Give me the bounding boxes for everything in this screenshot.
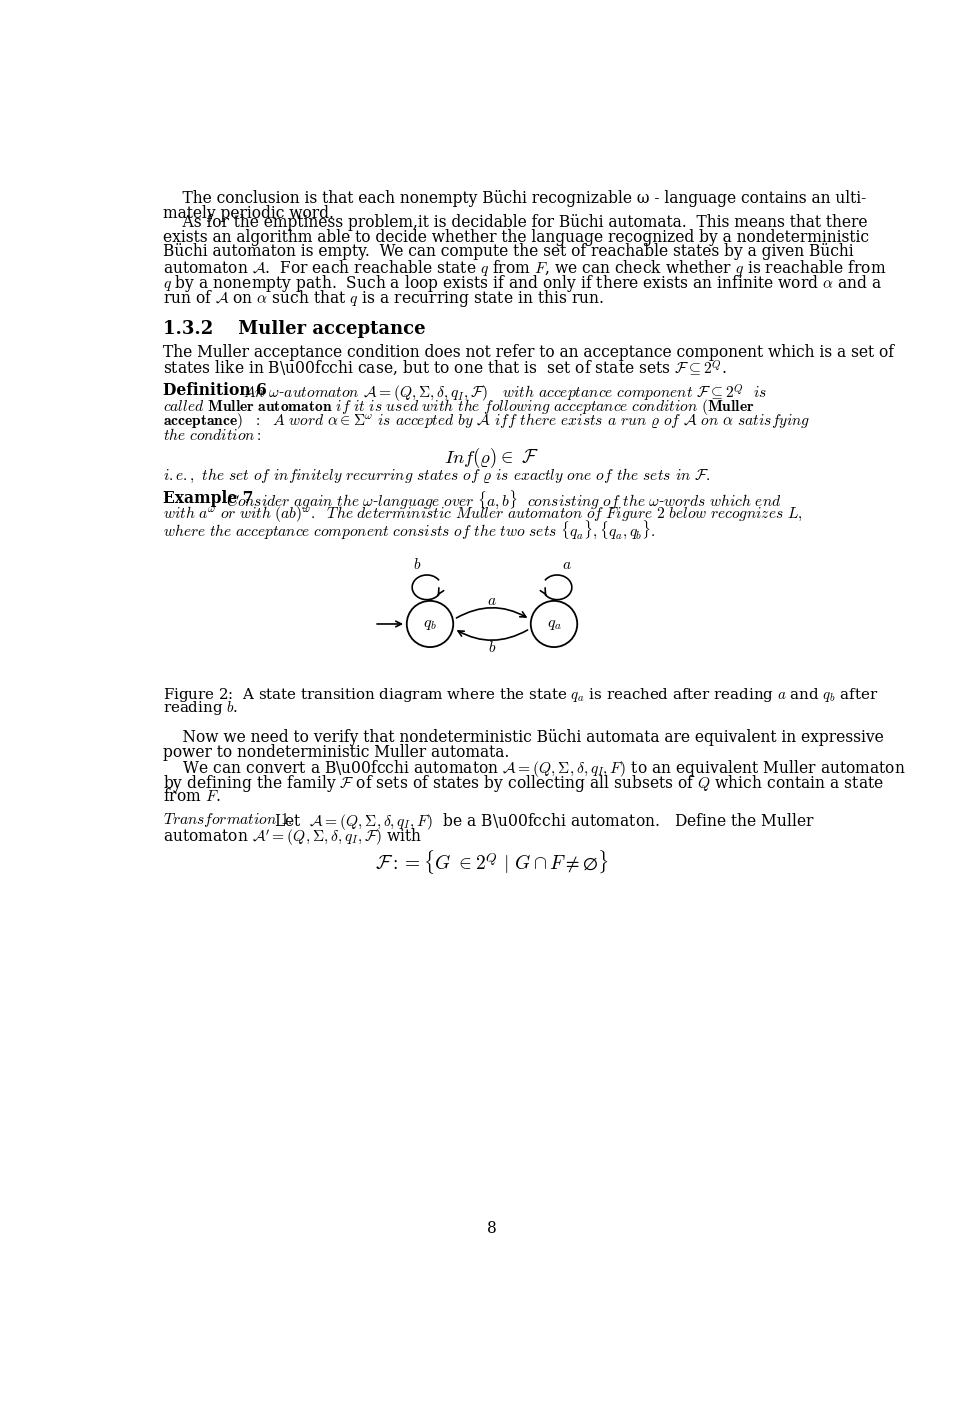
Text: $a$: $a$: [562, 558, 571, 572]
Text: $where\ the\ acceptance\ component\ consists\ of\ the\ two\ sets\ \{q_a\}, \{q_a: $where\ the\ acceptance\ component\ cons…: [162, 518, 656, 541]
Text: 8: 8: [487, 1221, 497, 1238]
Text: The Muller acceptance condition does not refer to an acceptance component which : The Muller acceptance condition does not…: [162, 344, 894, 361]
Text: $i.e.,$ $the$ $set$ $of$ $infinitely$ $recurring$ $states$ $of$ $\varrho$ $is$ $: $i.e.,$ $the$ $set$ $of$ $infinitely$ $r…: [162, 466, 710, 485]
Text: $called$ $\mathbf{Muller\ automaton}$ $if\ it\ is\ used\ with\ the\ following\ a: $called$ $\mathbf{Muller\ automaton}$ $i…: [162, 398, 755, 417]
Text: Definition 6: Definition 6: [162, 382, 267, 399]
Text: by defining the family $\mathcal{F}$ of sets of states by collecting all subsets: by defining the family $\mathcal{F}$ of …: [162, 773, 883, 794]
Text: automaton $\mathcal{A}' = (Q, \Sigma, \delta, q_I, \mathcal{F})$ with: automaton $\mathcal{A}' = (Q, \Sigma, \d…: [162, 826, 421, 847]
Text: $An$ $\omega$-$automaton$ $\mathcal{A} = (Q, \Sigma, \delta, q_I, \mathcal{F})$ : $An$ $\omega$-$automaton$ $\mathcal{A} =…: [243, 382, 767, 405]
Text: $the\ condition:$: $the\ condition:$: [162, 427, 261, 444]
Text: $\mathbf{acceptance})$  $:$  $A$ $word$ $\alpha \in \Sigma^\omega$ $is$ $accepte: $\mathbf{acceptance})$ $:$ $A$ $word$ $\…: [162, 412, 810, 431]
Text: The conclusion is that each nonempty Büchi recognizable ω - language contains an: The conclusion is that each nonempty Büc…: [162, 190, 866, 207]
Text: from $F$.: from $F$.: [162, 788, 220, 805]
Text: $with\ a^\omega\ or\ with\ (ab)^\omega.$  $The\ deterministic\ Muller\ automaton: $with\ a^\omega\ or\ with\ (ab)^\omega.$…: [162, 504, 803, 524]
Text: $q_a$: $q_a$: [546, 615, 562, 632]
Circle shape: [531, 601, 577, 648]
Text: $Consider\ again\ the\ \omega$-$language\ over\ \{a,b\}$  $consisting\ of\ the\ : $Consider\ again\ the\ \omega$-$language…: [227, 489, 781, 511]
Text: $q_b$: $q_b$: [423, 615, 437, 632]
Text: Example 7: Example 7: [162, 489, 253, 507]
Text: power to nondeterministic Muller automata.: power to nondeterministic Muller automat…: [162, 743, 509, 760]
Text: $q$ by a nonempty path.  Such a loop exists if and only if there exists an infin: $q$ by a nonempty path. Such a loop exis…: [162, 273, 882, 294]
Text: $a$: $a$: [487, 594, 497, 608]
Text: Figure 2:  A state transition diagram where the state $q_a$ is reached after rea: Figure 2: A state transition diagram whe…: [162, 686, 877, 704]
Text: As for the emptiness problem,it is decidable for Büchi automata.  This means tha: As for the emptiness problem,it is decid…: [162, 214, 867, 230]
Text: $b$: $b$: [488, 639, 496, 655]
Text: reading $b$.: reading $b$.: [162, 700, 238, 718]
Text: $b$: $b$: [414, 556, 421, 572]
Text: states like in B\u00fcchi case, but to one that is  set of state sets $\mathcal{: states like in B\u00fcchi case, but to o…: [162, 358, 727, 378]
Text: 1.3.2    Muller acceptance: 1.3.2 Muller acceptance: [162, 320, 425, 339]
Text: $Transformation\ 1.$: $Transformation\ 1.$: [162, 811, 293, 829]
Text: We can convert a B\u00fcchi automaton $\mathcal{A} = (Q, \Sigma, \delta, q_I, F): We can convert a B\u00fcchi automaton $\…: [162, 759, 905, 780]
Text: Büchi automaton is empty.  We can compute the set of reachable states by a given: Büchi automaton is empty. We can compute…: [162, 243, 853, 260]
Text: mately periodic word.: mately periodic word.: [162, 205, 334, 222]
Text: exists an algorithm able to decide whether the language recognized by a nondeter: exists an algorithm able to decide wheth…: [162, 229, 869, 246]
Text: $Inf(\varrho) \in\ \mathcal{F}$: $Inf(\varrho) \in\ \mathcal{F}$: [444, 445, 540, 471]
Circle shape: [407, 601, 453, 648]
Text: automaton $\mathcal{A}$.  For each reachable state $q$ from $F$, we can check wh: automaton $\mathcal{A}$. For each reacha…: [162, 259, 886, 278]
Text: $\mathcal{F} := \{G\ \in 2^Q\ |\ G \cap F \neq \varnothing\}$: $\mathcal{F} := \{G\ \in 2^Q\ |\ G \cap …: [375, 847, 609, 875]
Text: run of $\mathcal{A}$ on $\alpha$ such that $q$ is a recurring state in this run.: run of $\mathcal{A}$ on $\alpha$ such th…: [162, 288, 604, 309]
Text: Let  $\mathcal{A} = (Q, \Sigma, \delta, q_I, F)$  be a B\u00fcchi automaton.   D: Let $\mathcal{A} = (Q, \Sigma, \delta, q…: [275, 811, 815, 832]
Text: Now we need to verify that nondeterministic Büchi automata are equivalent in exp: Now we need to verify that nondeterminis…: [162, 729, 883, 746]
